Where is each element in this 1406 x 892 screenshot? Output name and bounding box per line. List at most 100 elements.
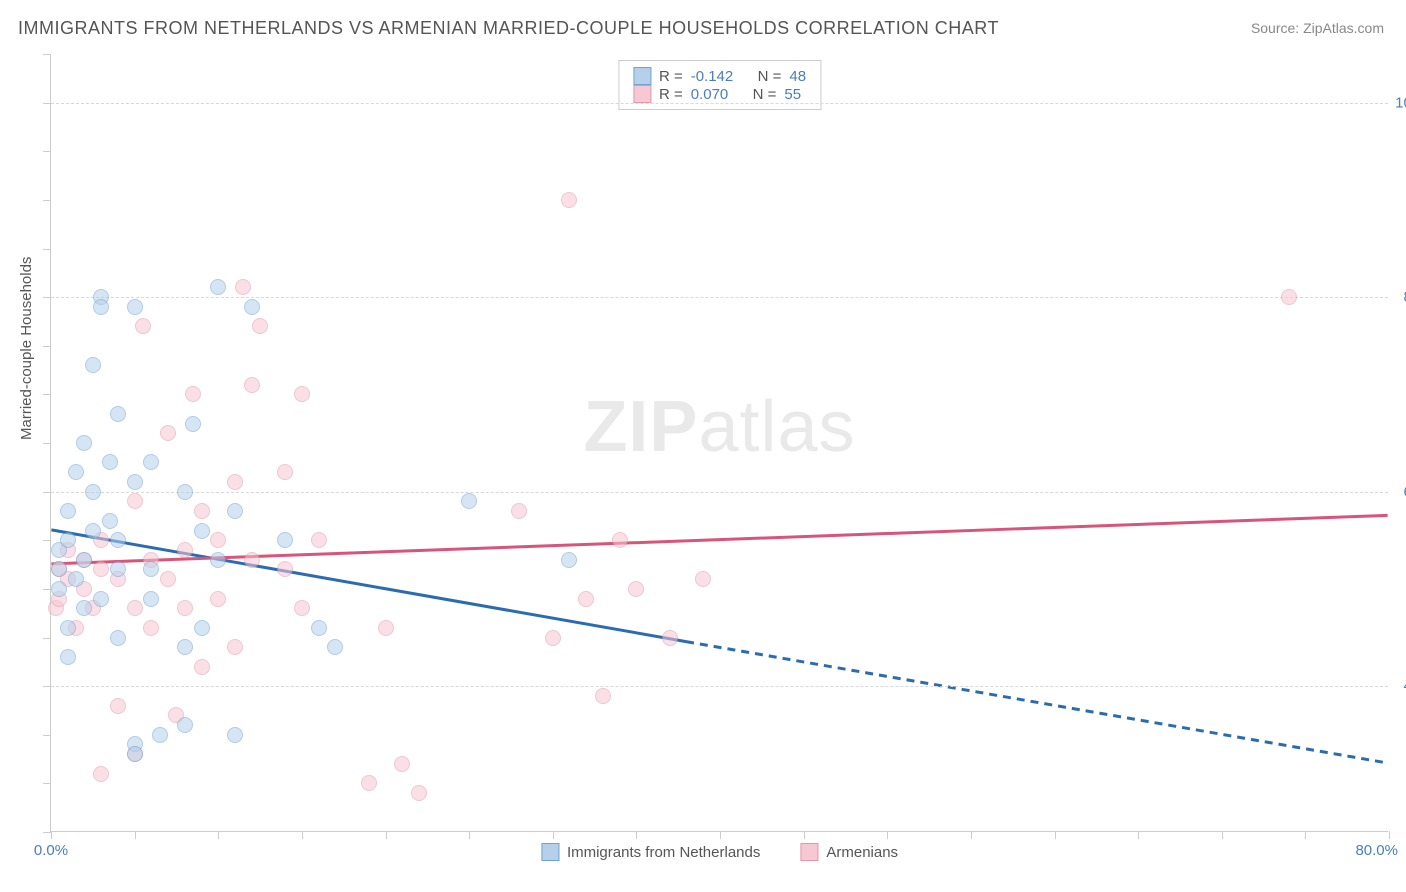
point-pink <box>294 386 310 402</box>
x-tick <box>971 831 972 839</box>
x-tick <box>1305 831 1306 839</box>
x-tick-label: 80.0% <box>1355 842 1398 859</box>
point-blue <box>102 513 118 529</box>
x-tick <box>135 831 136 839</box>
point-blue <box>127 474 143 490</box>
point-pink <box>277 561 293 577</box>
point-blue <box>177 639 193 655</box>
point-pink <box>185 386 201 402</box>
point-blue <box>143 561 159 577</box>
point-pink <box>511 503 527 519</box>
point-pink <box>628 581 644 597</box>
point-blue <box>244 299 260 315</box>
y-tick-label: 40.0% <box>1392 678 1406 695</box>
y-tick-label: 80.0% <box>1392 289 1406 306</box>
point-blue <box>76 435 92 451</box>
point-blue <box>210 552 226 568</box>
point-pink <box>361 775 377 791</box>
point-pink <box>662 630 678 646</box>
point-blue <box>152 727 168 743</box>
point-pink <box>127 600 143 616</box>
x-tick <box>469 831 470 839</box>
stats-row-pink: R = 0.070 N = 55 <box>633 85 806 103</box>
point-blue <box>327 639 343 655</box>
point-blue <box>76 552 92 568</box>
point-blue <box>85 484 101 500</box>
point-pink <box>294 600 310 616</box>
y-axis-label: Married-couple Households <box>18 257 35 440</box>
gridline <box>51 492 1388 493</box>
point-pink <box>160 425 176 441</box>
point-pink <box>93 766 109 782</box>
point-blue <box>110 630 126 646</box>
x-tick <box>386 831 387 839</box>
point-blue <box>85 357 101 373</box>
point-pink <box>135 318 151 334</box>
x-tick <box>636 831 637 839</box>
point-pink <box>143 620 159 636</box>
point-pink <box>227 474 243 490</box>
point-pink <box>311 532 327 548</box>
x-tick <box>1138 831 1139 839</box>
point-blue <box>68 571 84 587</box>
y-tick-label: 60.0% <box>1392 483 1406 500</box>
point-blue <box>110 532 126 548</box>
y-tick <box>43 735 51 736</box>
legend-item-blue: Immigrants from Netherlands <box>541 843 760 861</box>
point-blue <box>194 620 210 636</box>
x-tick <box>1055 831 1056 839</box>
point-pink <box>194 659 210 675</box>
x-tick <box>804 831 805 839</box>
point-blue <box>60 649 76 665</box>
y-tick <box>43 54 51 55</box>
point-pink <box>695 571 711 587</box>
point-blue <box>227 503 243 519</box>
point-blue <box>51 561 67 577</box>
point-pink <box>277 464 293 480</box>
point-blue <box>210 279 226 295</box>
x-tick <box>1222 831 1223 839</box>
point-pink <box>411 785 427 801</box>
x-tick <box>720 831 721 839</box>
y-tick <box>43 589 51 590</box>
point-blue <box>227 727 243 743</box>
y-tick <box>43 540 51 541</box>
point-blue <box>143 591 159 607</box>
y-tick <box>43 103 51 104</box>
point-blue <box>277 532 293 548</box>
point-blue <box>51 581 67 597</box>
point-blue <box>60 503 76 519</box>
point-pink <box>110 698 126 714</box>
y-tick <box>43 492 51 493</box>
y-tick <box>43 638 51 639</box>
trend-lines <box>51 54 1388 831</box>
point-pink <box>177 600 193 616</box>
point-blue <box>185 416 201 432</box>
y-tick <box>43 249 51 250</box>
y-tick <box>43 200 51 201</box>
point-pink <box>394 756 410 772</box>
swatch-icon <box>800 843 818 861</box>
point-blue <box>143 454 159 470</box>
point-blue <box>110 561 126 577</box>
y-tick <box>43 394 51 395</box>
x-tick <box>553 831 554 839</box>
point-pink <box>578 591 594 607</box>
plot-area: ZIPatlas R = -0.142 N = 48 R = 0.070 N =… <box>50 54 1388 832</box>
point-blue <box>68 464 84 480</box>
point-pink <box>210 591 226 607</box>
point-blue <box>461 493 477 509</box>
point-pink <box>252 318 268 334</box>
x-tick-label: 0.0% <box>34 842 68 859</box>
point-pink <box>194 503 210 519</box>
point-blue <box>127 746 143 762</box>
point-blue <box>60 532 76 548</box>
point-pink <box>210 532 226 548</box>
point-blue <box>177 484 193 500</box>
y-tick <box>43 346 51 347</box>
x-tick <box>887 831 888 839</box>
x-tick <box>51 831 52 839</box>
y-tick-label: 100.0% <box>1392 94 1406 111</box>
legend-item-pink: Armenians <box>800 843 898 861</box>
gridline <box>51 103 1388 104</box>
